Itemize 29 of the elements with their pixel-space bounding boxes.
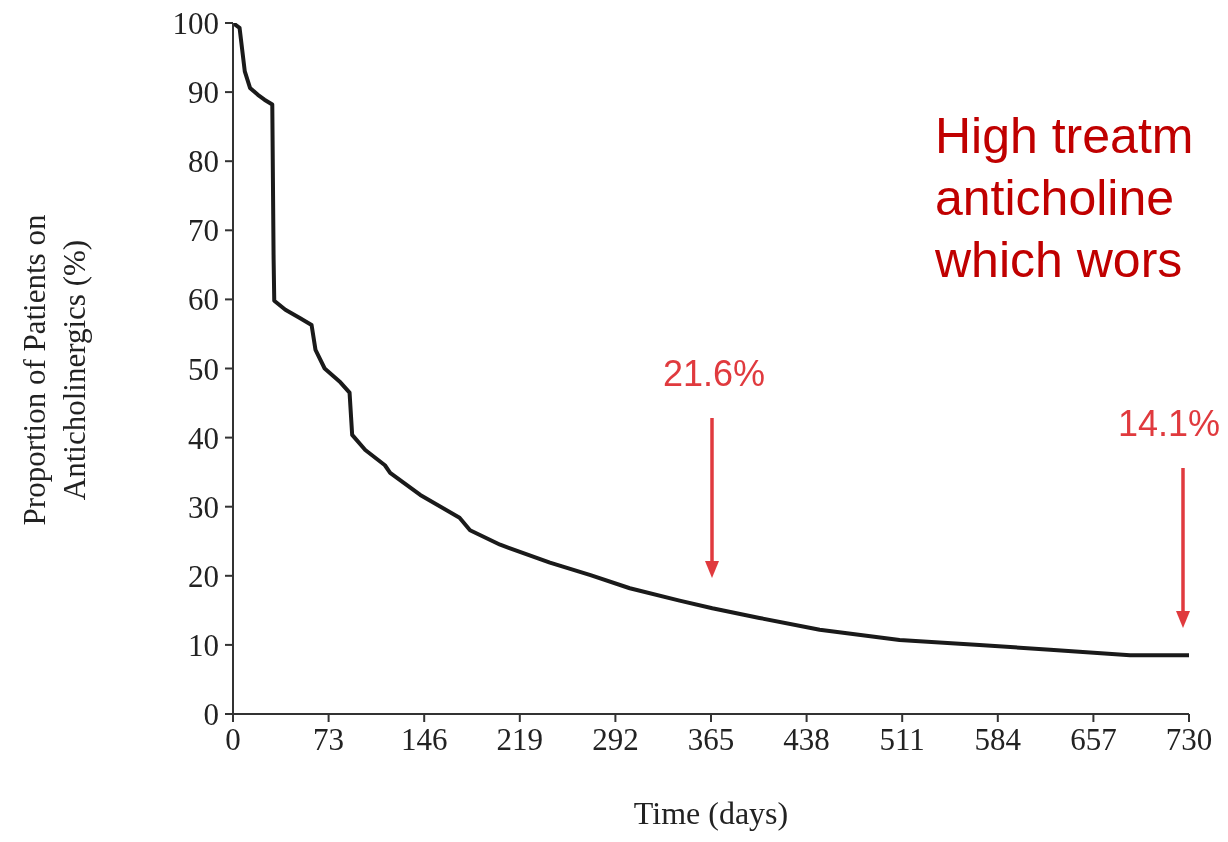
annotation: anticholine [935, 169, 1176, 228]
y-tick-label: 100 [172, 6, 219, 42]
x-tick-label: 584 [974, 722, 1022, 758]
annotation: High treatm [935, 107, 1194, 166]
x-tick-label: 438 [783, 722, 830, 758]
x-axis-title: Time (days) [632, 795, 790, 832]
annotation: which wors [935, 231, 1184, 290]
x-tick-label: 511 [879, 722, 925, 758]
y-tick-label: 50 [188, 351, 219, 387]
y-tick-label: 30 [188, 489, 219, 525]
y-tick-label: 70 [188, 213, 219, 249]
x-tick-label: 146 [400, 722, 448, 758]
y-tick-label: 10 [188, 627, 219, 663]
y-tick-label: 60 [188, 282, 219, 318]
y-tick-label: 80 [188, 144, 219, 180]
y-tick-label: 40 [188, 420, 219, 456]
annotation: 21.6% [663, 353, 766, 395]
x-tick-label: 292 [592, 722, 639, 758]
x-tick-label: 0 [225, 722, 241, 758]
annotation: 14.1% [1118, 403, 1221, 445]
y-tick-label: 90 [188, 75, 219, 111]
y-tick-label: 0 [203, 697, 219, 733]
x-tick-label: 657 [1070, 722, 1117, 758]
y-axis-title: Proportion of Patients on Anticholinergics (%) [16, 213, 93, 528]
x-tick-label: 365 [687, 722, 735, 758]
x-tick-label: 730 [1165, 722, 1213, 758]
x-tick-label: 73 [313, 722, 345, 758]
x-tick-label: 219 [496, 722, 544, 758]
y-tick-label: 20 [188, 558, 219, 594]
